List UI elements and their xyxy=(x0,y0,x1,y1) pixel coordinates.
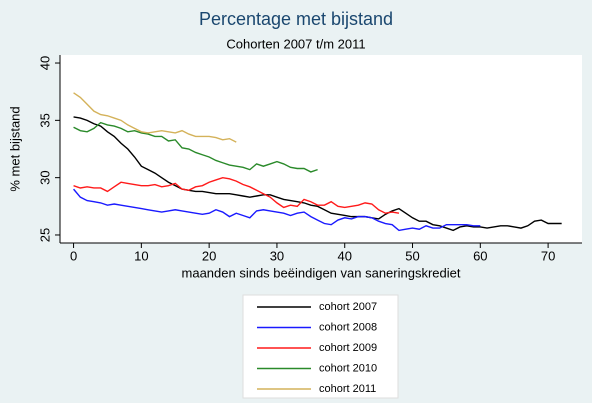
series-line xyxy=(73,188,481,232)
plot-area xyxy=(60,55,582,243)
y-axis-label: % met bijstand xyxy=(7,106,22,191)
legend-label: cohort 2010 xyxy=(319,362,377,374)
y-tick-label: 25 xyxy=(37,228,52,242)
x-tick-label: 30 xyxy=(270,248,284,263)
legend xyxy=(242,294,399,399)
x-tick-label: 20 xyxy=(202,248,216,263)
x-tick-label: 60 xyxy=(473,248,487,263)
legend-label: cohort 2009 xyxy=(319,342,377,354)
series-line xyxy=(73,92,237,143)
series-line xyxy=(73,121,318,173)
x-tick-label: 0 xyxy=(70,248,77,263)
y-tick-label: 30 xyxy=(37,170,52,184)
y-tick-label: 40 xyxy=(37,56,52,70)
y-tick-label: 35 xyxy=(37,113,52,127)
x-tick-label: 40 xyxy=(337,248,351,263)
x-axis-label: maanden sinds beëindigen van saneringskr… xyxy=(182,265,461,280)
legend-label: cohort 2008 xyxy=(319,321,377,333)
x-tick-label: 50 xyxy=(405,248,419,263)
series-line xyxy=(73,116,562,232)
x-tick-label: 10 xyxy=(134,248,148,263)
chart-subtitle: Cohorten 2007 t/m 2011 xyxy=(226,36,365,51)
chart-title: Percentage met bijstand xyxy=(199,9,393,29)
series-line xyxy=(73,176,400,214)
legend-label: cohort 2011 xyxy=(319,383,376,395)
x-tick-label: 70 xyxy=(541,248,555,263)
legend-label: cohort 2007 xyxy=(319,301,377,313)
